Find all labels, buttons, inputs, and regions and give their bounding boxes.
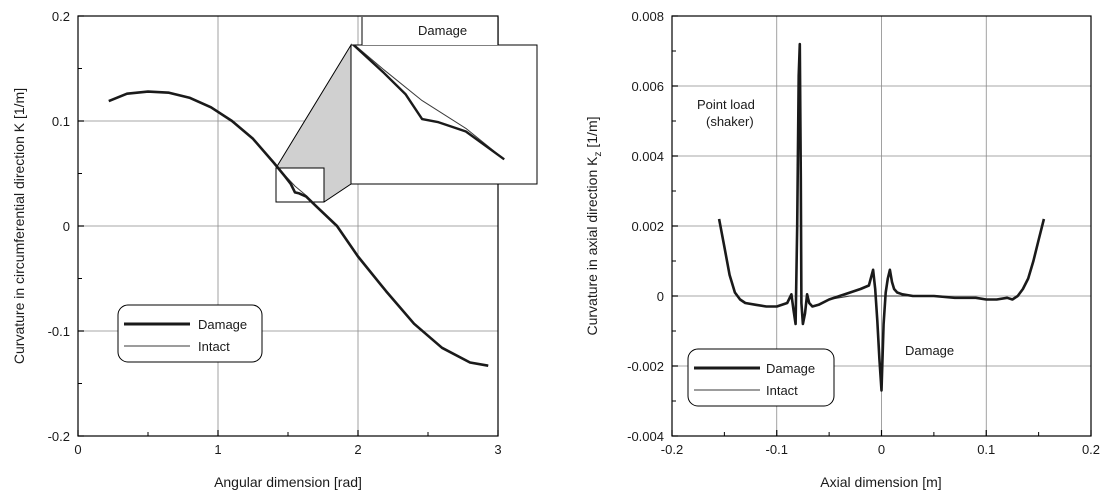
right-legend bbox=[687, 348, 835, 407]
left-x-tick-label: 2 bbox=[354, 442, 361, 457]
right-series-damage-line bbox=[717, 42, 1046, 392]
right-series bbox=[717, 42, 1046, 392]
right-y-tick-label: 0.006 bbox=[631, 79, 664, 94]
left-y-tick-label: 0.1 bbox=[52, 114, 70, 129]
right-y-tick-label: 0.004 bbox=[631, 149, 664, 164]
right-x-tick-label: -0.2 bbox=[661, 442, 683, 457]
right-x-axis-label: Axial dimension [m] bbox=[820, 474, 941, 490]
left-y-tick-label: -0.2 bbox=[48, 429, 70, 444]
shaker-annotation: (shaker) bbox=[706, 114, 754, 129]
left-legend bbox=[117, 304, 263, 363]
left-series-damage-line bbox=[108, 90, 489, 367]
right-x-tick-label: 0 bbox=[878, 442, 885, 457]
right-x-tick-label: 0.1 bbox=[977, 442, 995, 457]
right-y-tick-label: 0 bbox=[657, 289, 664, 304]
right-y-axis-label: Curvature in axial direction Kz [1/m] bbox=[584, 117, 604, 336]
left-x-tick-label: 1 bbox=[214, 442, 221, 457]
left-x-axis-label: Angular dimension [rad] bbox=[214, 474, 362, 490]
right-y-tick-label: 0.008 bbox=[631, 9, 664, 24]
legend-intact-label: Intact bbox=[198, 339, 230, 354]
right-y-tick-label: -0.002 bbox=[627, 359, 664, 374]
left-x-tick-label: 3 bbox=[494, 442, 501, 457]
legend-damage-label: Damage bbox=[766, 361, 815, 376]
inset-series bbox=[351, 45, 505, 161]
left-y-tick-label: -0.1 bbox=[48, 324, 70, 339]
left-series bbox=[108, 90, 489, 367]
inset-series-intact-line bbox=[353, 45, 505, 160]
right-y-tick-label: 0.002 bbox=[631, 219, 664, 234]
left-y-tick-label: 0 bbox=[63, 219, 70, 234]
inset-series-damage-line bbox=[351, 45, 505, 161]
left-x-tick-label: 0 bbox=[74, 442, 81, 457]
left-ticks: 0 1 2 3 -0.2 -0.1 0 0.1 0.2 bbox=[48, 9, 502, 457]
legend-damage-label: Damage bbox=[198, 317, 247, 332]
chart-circumferential-curvature: 0 1 2 3 -0.2 -0.1 0 0.1 0.2 Damage Damage Intact… bbox=[11, 9, 538, 490]
left-damage-annotation: Damage bbox=[418, 23, 467, 38]
right-ticks: -0.2 -0.1 0 0.1 0.2 -0.004 -0.002 0 0.002 0.004 0.… bbox=[627, 9, 1100, 457]
right-x-tick-label: -0.1 bbox=[766, 442, 788, 457]
right-x-tick-label: 0.2 bbox=[1082, 442, 1100, 457]
damage-label-bg bbox=[362, 17, 498, 45]
point-load-annotation: Point load bbox=[697, 97, 755, 112]
left-y-axis-label: Curvature in circumferential direction K… bbox=[11, 88, 27, 364]
right-damage-annotation: Damage bbox=[905, 343, 954, 358]
chart-axial-curvature: -0.2 -0.1 0 0.1 0.2 -0.004 -0.002 0 0.002 0.004 0.… bbox=[584, 9, 1100, 490]
right-y-tick-label: -0.004 bbox=[627, 429, 664, 444]
left-y-tick-label: 0.2 bbox=[52, 9, 70, 24]
legend-intact-label: Intact bbox=[766, 383, 798, 398]
